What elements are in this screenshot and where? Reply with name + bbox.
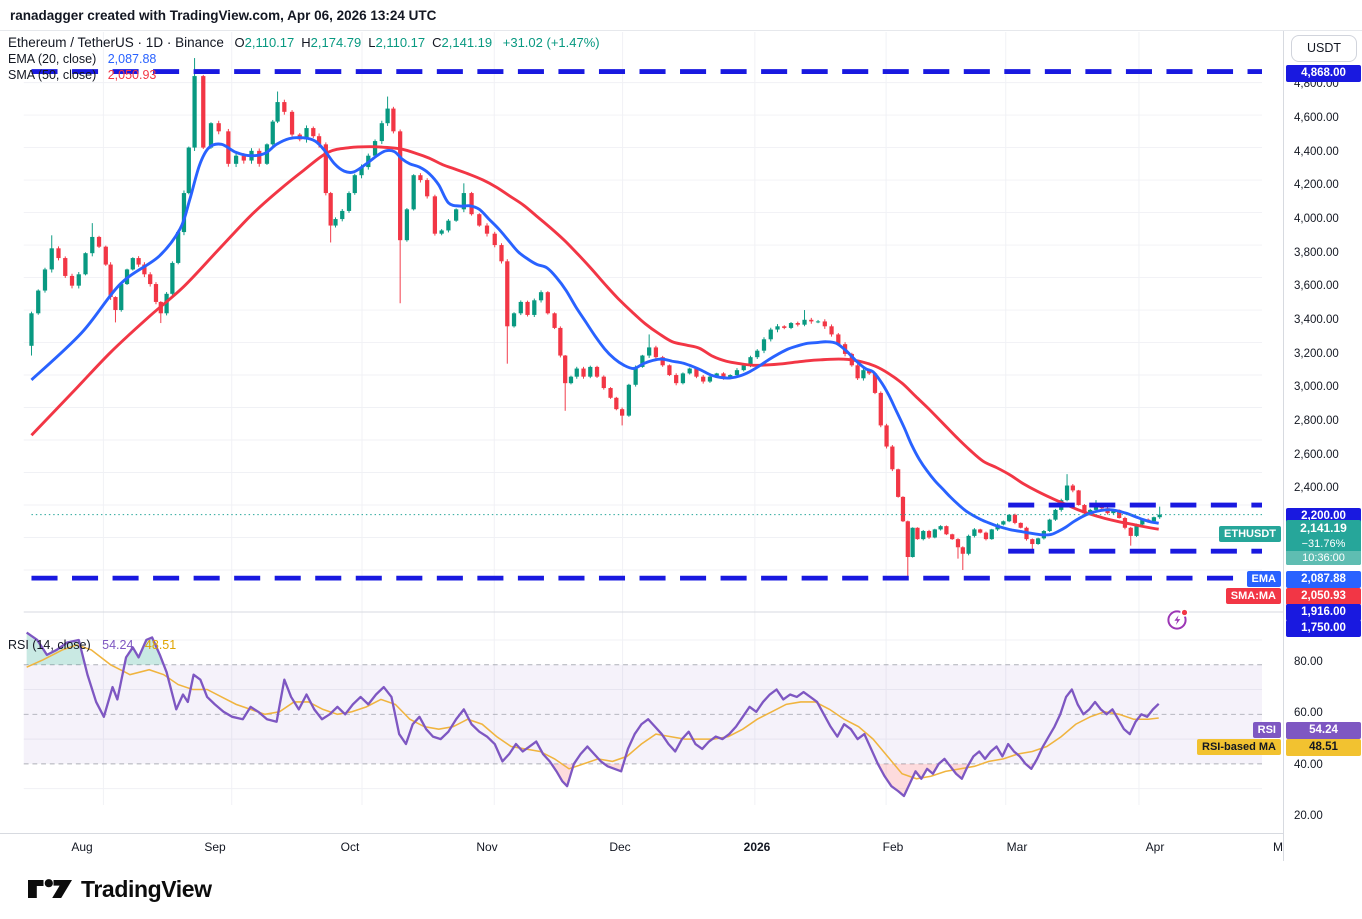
sma-legend-row: SMA (50, close) 2,050.93 xyxy=(8,68,156,82)
ohlc-letter: H xyxy=(301,35,311,50)
axis-tag-rsi-based-ma: RSI-based MA xyxy=(1197,739,1281,755)
rsi-value: 54.24 xyxy=(102,638,134,652)
last-price-badge: 2,141.19 −31.76% 10:36:00 xyxy=(1286,520,1361,565)
time-axis-label: Mar xyxy=(1006,840,1028,854)
time-axis-label: Apr xyxy=(1145,840,1165,854)
time-axis-label: Oct xyxy=(340,840,360,854)
time-axis-label: Nov xyxy=(476,840,498,854)
rsi-ma-value: 48.51 xyxy=(144,638,177,652)
change-value: +31.02 (+1.47%) xyxy=(502,35,600,50)
rsi-value-badge: 48.51 xyxy=(1286,738,1361,756)
ema-legend-row: EMA (20, close) 2,087.88 xyxy=(8,52,156,66)
ema-label: EMA (20, close) xyxy=(8,52,97,66)
rsi-value-badge: 54.24 xyxy=(1286,721,1361,739)
price-axis-tick: 2,800.00 xyxy=(1294,415,1339,428)
price-axis-tick: 3,000.00 xyxy=(1294,381,1339,394)
price-level-badge: 1,750.00 xyxy=(1286,619,1361,637)
price-axis-tick: 3,400.00 xyxy=(1294,314,1339,327)
tradingview-brand[interactable]: TradingView xyxy=(27,873,212,905)
candlestick-series xyxy=(29,58,1162,578)
sma-value: 2,050.93 xyxy=(107,68,157,82)
rsi-oversold-fill xyxy=(551,763,1035,797)
currency-unit-button[interactable]: USDT xyxy=(1291,35,1357,62)
rsi-band xyxy=(23,664,1262,765)
symbol-title: Ethereum / TetherUS · 1D · Binance xyxy=(8,35,224,50)
ema-20-line xyxy=(30,136,1159,537)
rsi-line xyxy=(25,631,1160,798)
price-level-badge: 2,087.88 xyxy=(1286,570,1361,588)
ohlc-letter: C xyxy=(432,35,442,50)
time-axis-label: Feb xyxy=(882,840,904,854)
price-axis-tick: 4,600.00 xyxy=(1294,112,1339,125)
ohlc-number: 2,141.19 xyxy=(441,35,493,50)
time-axis-label: 2026 xyxy=(743,840,771,854)
price-axis-tick: 3,200.00 xyxy=(1294,347,1339,360)
ohlc-number: 2,110.17 xyxy=(375,35,426,50)
time-axis[interactable]: Aug Sep Oct Nov Dec 2026 Feb Mar Apr M xyxy=(0,833,1283,862)
price-level-badge: 1,916.00 xyxy=(1286,603,1361,621)
price-axis-tick: 4,000.00 xyxy=(1294,213,1339,226)
rsi-legend-row: RSI (14, close) 54.24 48.51 xyxy=(8,638,176,652)
price-axis-panel[interactable]: USDT 4,800.00 4,600.00 4,400.00 4,200.00 4,0… xyxy=(1283,31,1362,861)
rsi-axis-tick: 40.00 xyxy=(1294,758,1323,771)
rsi-axis-tick: 80.00 xyxy=(1294,656,1323,668)
rsi-overbought-fill xyxy=(26,632,164,665)
axis-tag-rsi: RSI xyxy=(1252,722,1281,738)
price-axis-tick: 3,600.00 xyxy=(1294,280,1339,293)
rsi-axis-tick: 20.00 xyxy=(1294,810,1323,823)
axis-tag-ethusdt: ETHUSDT xyxy=(1219,526,1281,542)
rsi-ma-line xyxy=(26,644,1159,780)
change-percent: −31.76% xyxy=(1301,538,1346,550)
ohlc-number: 2,174.79 xyxy=(310,35,362,50)
ohlc-letter: O xyxy=(234,35,245,50)
chart-canvas[interactable] xyxy=(0,31,1362,861)
tradingview-logo-icon xyxy=(28,879,72,898)
price-axis-tick: 2,600.00 xyxy=(1294,448,1339,461)
sma-50-line xyxy=(30,145,1159,531)
ema-value: 2,087.88 xyxy=(107,52,157,66)
footer: TradingView xyxy=(0,860,1362,919)
price-level-badge: 2,050.93 xyxy=(1286,587,1361,605)
rsi-axis-tick: 60.00 xyxy=(1294,707,1323,720)
boost-lightning-icon[interactable] xyxy=(1165,606,1191,632)
ohlc-number: 2,110.17 xyxy=(244,35,295,50)
axis-tag-ema: EMA xyxy=(1246,571,1281,587)
symbol-legend-row: Ethereum / TetherUS · 1D · Binance O2,11… xyxy=(8,35,600,50)
ohlc-letter: L xyxy=(368,35,376,50)
price-axis-tick: 4,200.00 xyxy=(1294,179,1339,192)
price-level-badge: 4,868.00 xyxy=(1286,64,1361,82)
ohlc-values: O2,110.17 H2,174.79 L2,110.17 C2,141.19 xyxy=(227,35,492,50)
price-axis-tick: 3,800.00 xyxy=(1294,246,1339,259)
price-axis-tick: 4,400.00 xyxy=(1294,145,1339,158)
price-axis-tick: 2,400.00 xyxy=(1294,482,1339,495)
time-axis-label: Aug xyxy=(71,840,93,854)
time-axis-label: Sep xyxy=(204,840,226,854)
gridlines xyxy=(23,31,1262,806)
sma-label: SMA (50, close) xyxy=(8,68,97,82)
time-axis-label: M xyxy=(1273,840,1283,854)
tradingview-wordmark: TradingView xyxy=(81,875,212,902)
attribution-text: ranadagger created with TradingView.com,… xyxy=(0,0,1362,30)
last-price-value: 2,141.19 xyxy=(1300,521,1347,535)
rsi-label: RSI (14, close) xyxy=(8,638,91,652)
axis-tag-sma-ma: SMA:MA xyxy=(1225,588,1281,604)
time-axis-label: Dec xyxy=(609,840,631,854)
bar-countdown: 10:36:00 xyxy=(1286,551,1361,565)
chart-area[interactable]: Ethereum / TetherUS · 1D · Binance O2,11… xyxy=(0,30,1362,862)
